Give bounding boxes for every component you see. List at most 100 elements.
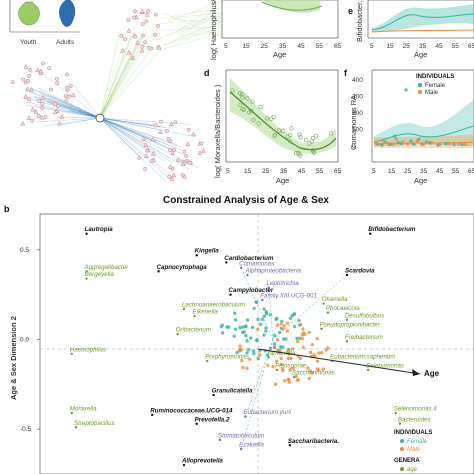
individual-female (227, 325, 231, 329)
network-node (21, 77, 26, 82)
genus-point (366, 368, 370, 372)
genus-label: Stomatobaculum (218, 432, 264, 439)
individual-male (245, 366, 249, 371)
genus-point (267, 286, 270, 289)
network-node (59, 114, 65, 119)
network-edge (179, 5, 223, 37)
genus-point (206, 359, 209, 363)
network-node (40, 94, 46, 100)
panel-f-letter: f (344, 68, 348, 78)
genus-label: Alphaproteobacteria. (244, 267, 302, 274)
network-node (20, 120, 26, 126)
genus-label: Aggregatibacter (84, 264, 130, 271)
individual-female (233, 318, 238, 322)
network-node (23, 64, 29, 69)
network-edge (99, 30, 122, 119)
point (313, 133, 318, 139)
network-node (132, 9, 137, 14)
individual-female (268, 313, 273, 317)
x-tick-label: 5 (224, 43, 228, 50)
violin-label-youth: Youth (20, 39, 37, 46)
point-male (430, 141, 434, 145)
point-male (378, 143, 382, 147)
individual-male (286, 349, 290, 354)
genus-label: Selenomonas.4 (394, 406, 438, 413)
network-edges (22, 0, 223, 183)
individual-female (288, 316, 293, 320)
individual-male (291, 366, 295, 370)
panel-f: 400 300 200 100 0 f Comamonas RA 5 15 25 35 45 55… (344, 68, 474, 185)
individual-male (279, 322, 283, 326)
individual-male (275, 338, 280, 342)
legend-genera-age: age (407, 467, 418, 473)
panel-b-title: Constrained Analysis of Age & Sex (163, 195, 329, 206)
individual-female (249, 336, 253, 340)
panel-c: log( Haemophilus/... 5 15 25 35 45 55 65 Age (209, 0, 342, 60)
point-female (404, 88, 408, 92)
y-tick-label: 100 (352, 127, 363, 134)
point (304, 137, 309, 142)
genus-label: Saccharibacteria. (288, 438, 340, 445)
point-male (415, 139, 419, 143)
point-female (425, 140, 429, 144)
network-hub (95, 113, 105, 123)
network-edge (99, 39, 134, 119)
panel-c-xlabel: Age (273, 50, 286, 59)
network-edge (44, 117, 101, 127)
point (271, 114, 276, 120)
network-node (201, 148, 207, 153)
x-tick-label: 55 (316, 168, 324, 175)
genus-link (272, 274, 348, 340)
genus-link (240, 267, 274, 340)
point (272, 133, 277, 138)
point (289, 126, 294, 131)
panel-e-ylabel: Bifidobacter... (355, 0, 364, 42)
individual-female (244, 324, 248, 328)
genus-point (85, 277, 88, 280)
x-tick-label: 65 (468, 168, 474, 175)
network-node (140, 22, 145, 27)
genus-label: Scardovia (345, 267, 375, 274)
point (298, 153, 303, 158)
panel-b-plot-area (39, 213, 474, 474)
network-node (167, 174, 172, 179)
network-nodes (10, 8, 207, 181)
individual-male (308, 350, 313, 355)
genus-label: Alloprevotella (181, 458, 223, 465)
individual-male (248, 357, 252, 362)
individual-female (292, 312, 297, 316)
network-edge (99, 117, 199, 169)
point (294, 151, 299, 156)
individual-male (301, 331, 306, 335)
network-node (150, 150, 156, 156)
individual-male (310, 342, 315, 347)
point-male (386, 141, 390, 146)
point-male (401, 140, 405, 144)
network-node (119, 33, 124, 38)
genus-point (85, 270, 88, 273)
panel-b-links (240, 267, 348, 449)
network-node (153, 123, 158, 128)
individual-male (280, 367, 285, 371)
individual-female (232, 334, 236, 338)
individual-female (252, 351, 256, 356)
individual-female (264, 310, 269, 314)
network-node (143, 166, 148, 171)
panel-d-xlabel: Age (276, 176, 289, 185)
x-tick-label: 65 (334, 168, 342, 175)
x-tick-label: 45 (297, 43, 305, 50)
network-node (56, 103, 60, 108)
point-male (447, 141, 451, 146)
panel-c-ylabel: log( Haemophilus/... (209, 0, 218, 60)
network-node (149, 158, 155, 163)
individual-male (294, 374, 298, 379)
individual-male (296, 378, 300, 382)
point (256, 121, 261, 126)
network-edge (99, 117, 190, 170)
network-edge (99, 117, 174, 179)
network-edge (156, 11, 223, 40)
network-node (40, 105, 45, 110)
point (296, 150, 301, 155)
genus-point (267, 356, 270, 359)
network-node (143, 40, 148, 45)
